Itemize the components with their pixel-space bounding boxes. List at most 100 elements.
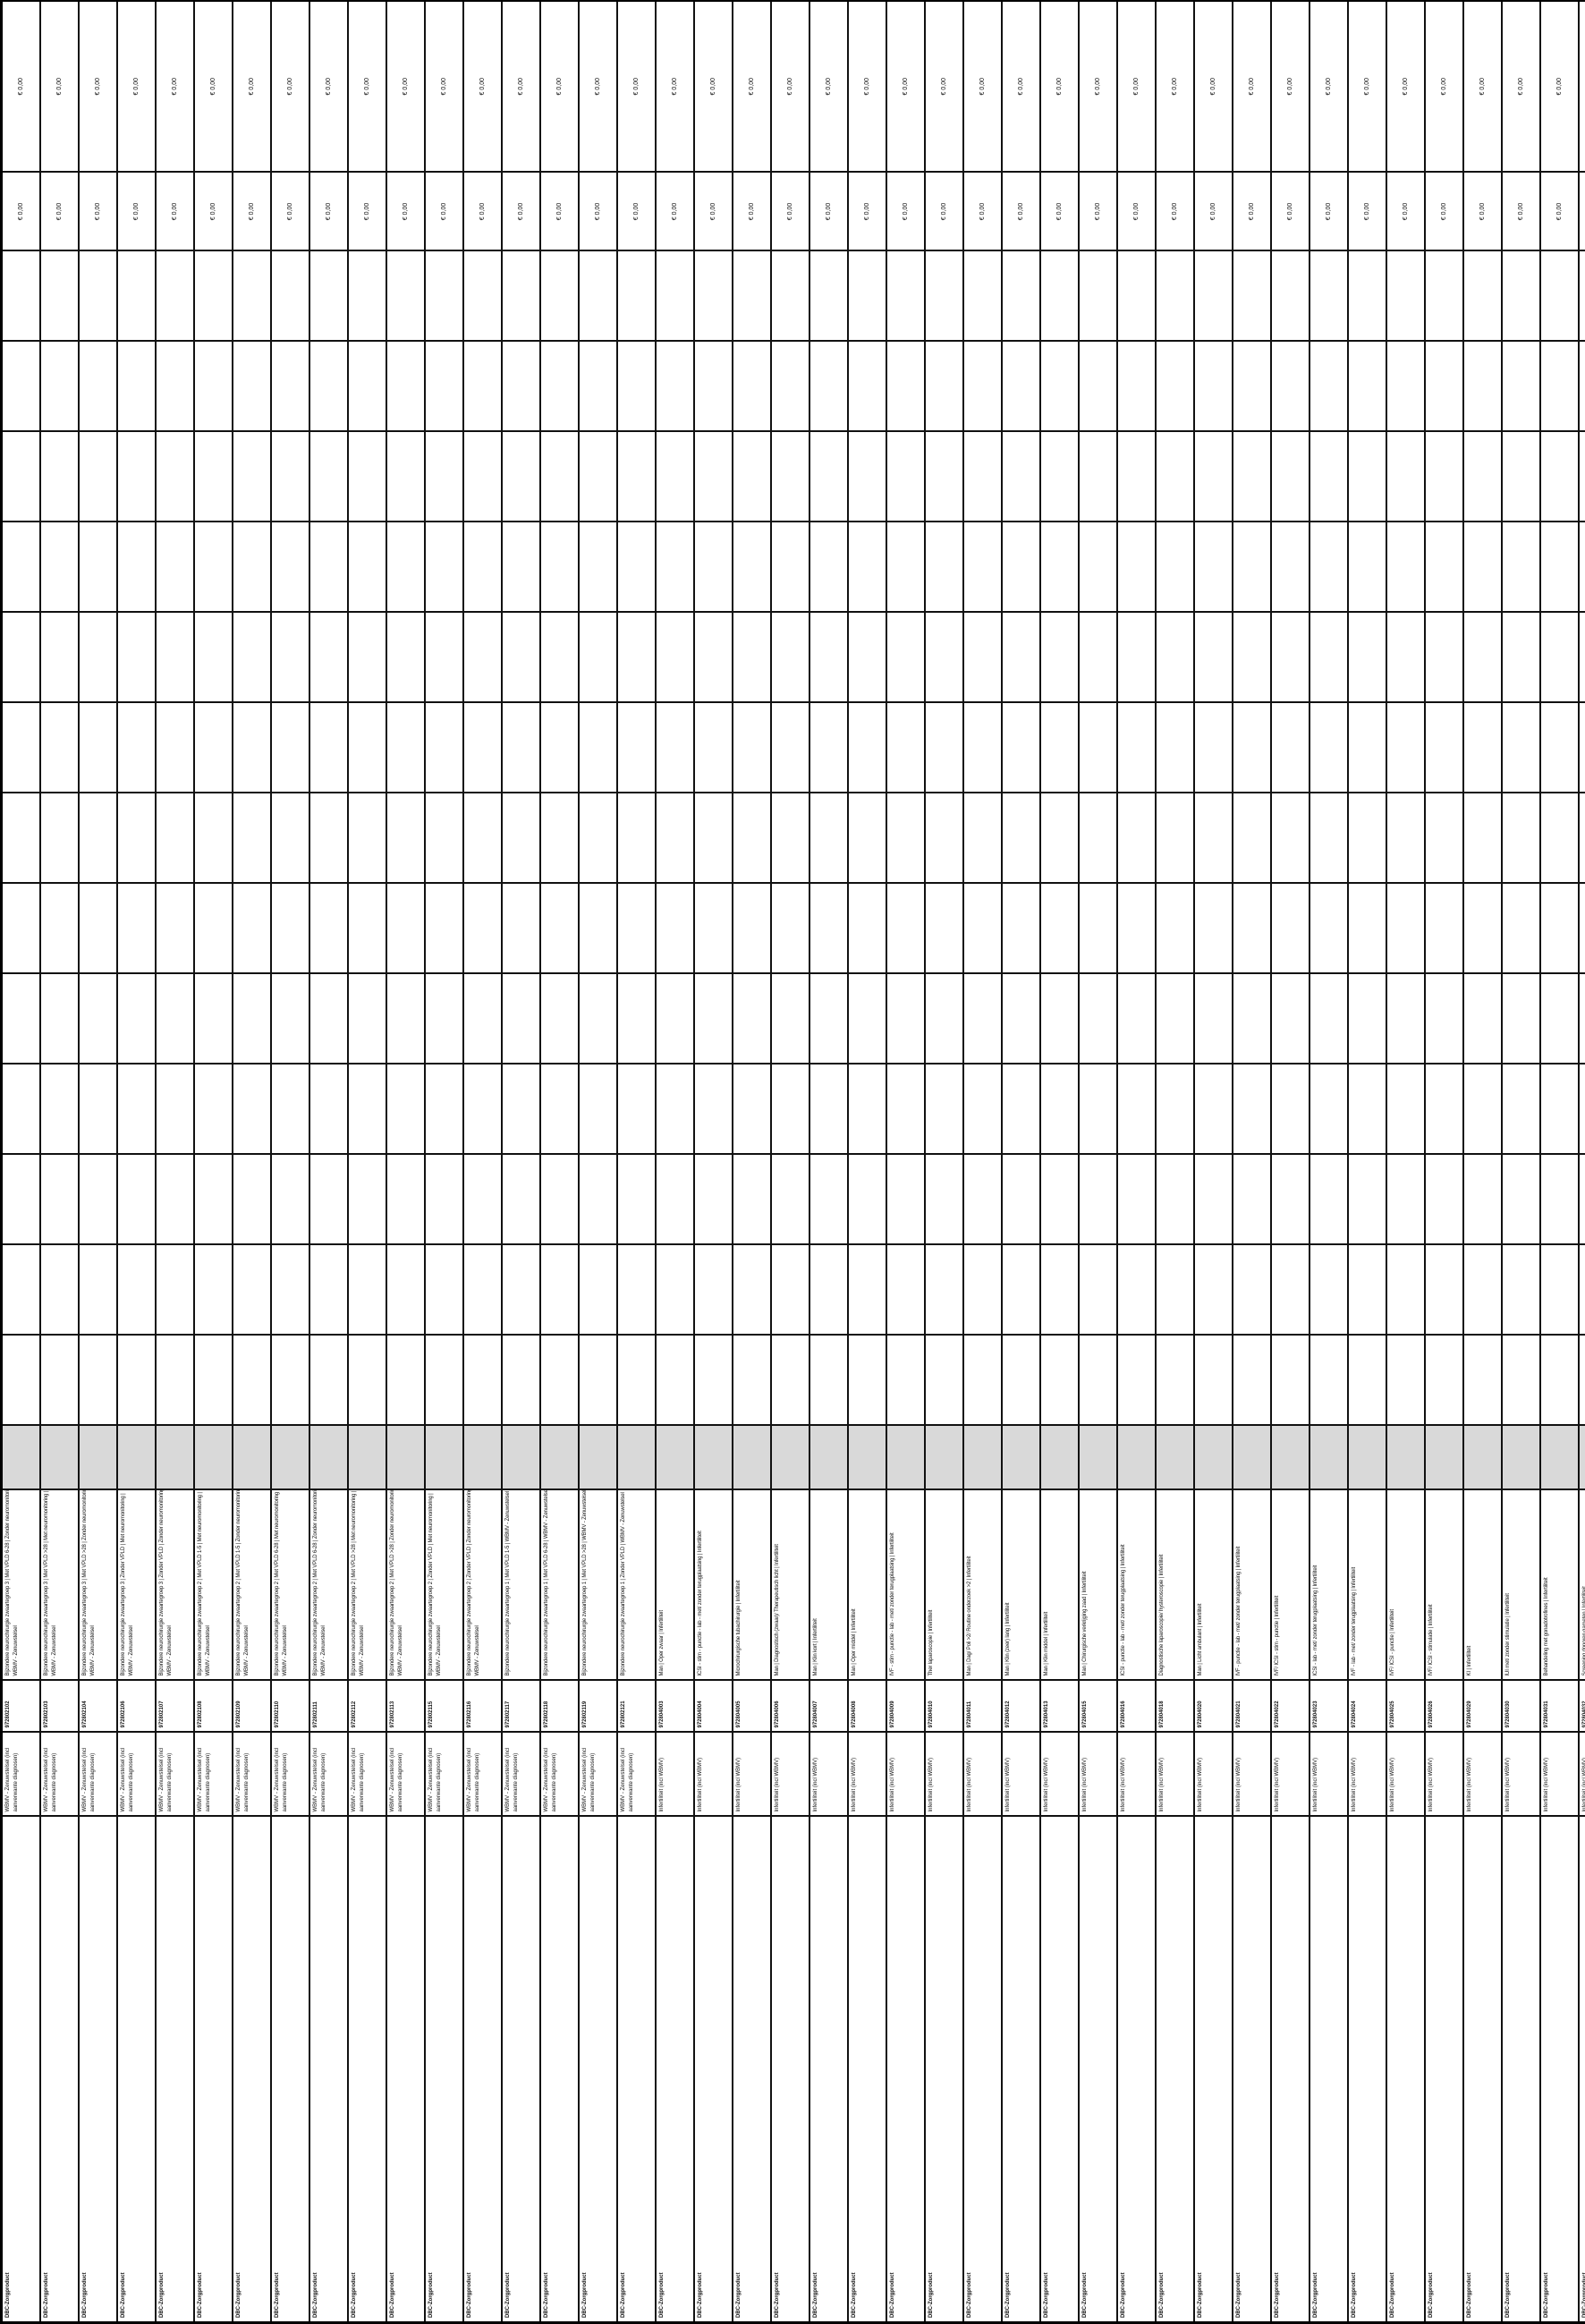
- price-value: € 0,00: [1172, 78, 1178, 96]
- description-cell: Bijzondere neurochirurgie zwaartegroep 2…: [271, 1489, 309, 1681]
- empty-cell: [1348, 1335, 1386, 1426]
- price-value: € 0,00: [1133, 78, 1140, 96]
- empty-cell: [1233, 883, 1271, 974]
- empty-cell: [1540, 1064, 1579, 1155]
- table-row: DBC-Zorgproduct WBMV - Zenuwstelsel (incl…: [40, 0, 79, 2323]
- price-cell: € 0,00: [848, 0, 886, 173]
- code-cell: 972804029: [1463, 1680, 1502, 1733]
- empty-cell: [40, 612, 79, 703]
- price-value: € 0,00: [518, 202, 524, 221]
- empty-cell: [1079, 612, 1117, 703]
- category-line: Infertiliteit (incl WBMV): [1390, 1757, 1395, 1812]
- price-value: € 0,00: [749, 78, 755, 96]
- empty-cell: [348, 250, 386, 342]
- price-value: € 0,00: [1479, 202, 1486, 221]
- empty-cell: [771, 702, 809, 793]
- product-type: DBC-Zorgproduct: [1082, 2272, 1088, 2318]
- description-line: IVF/ ICSI - stim - punctie | Infertilite…: [1275, 1595, 1280, 1676]
- product-type: DBC-Zorgproduct: [1005, 2272, 1011, 2318]
- empty-cell: [194, 341, 233, 432]
- description-line: IUI met/ zonder stimulatie | Infertilite…: [1505, 1593, 1511, 1676]
- price-cell: € 0,00: [694, 0, 733, 173]
- table-row: DBC-Zorgproduct WBMV - Zenuwstelsel (incl…: [156, 0, 194, 2323]
- price-value: € 0,00: [979, 202, 986, 221]
- category-cell: Infertiliteit (incl WBMV): [1156, 1732, 1194, 1817]
- empty-cell: [848, 973, 886, 1064]
- price-cell: € 0,00: [963, 0, 1002, 173]
- description-cell: IVF/ ICSI - punctie | Infertiliteit: [1386, 1489, 1425, 1681]
- description-cell: Man | Dag/ Poli >2/ Routine onderzoek >2…: [963, 1489, 1002, 1681]
- empty-cell: [1579, 702, 1585, 793]
- code-cell: 972802117: [502, 1680, 540, 1733]
- price-cell: € 0,00: [40, 0, 79, 173]
- empty-cell: [694, 1335, 733, 1426]
- empty-cell: [40, 1154, 79, 1245]
- price-cell: € 0,00: [1117, 172, 1156, 251]
- shaded-cell: [1425, 1425, 1463, 1490]
- product-code: 972802104: [82, 1701, 88, 1728]
- empty-cell: [1579, 793, 1585, 884]
- price-value: € 0,00: [826, 78, 832, 96]
- product-type: DBC-Zorgproduct: [352, 2272, 357, 2318]
- description-cell: Bijzondere neurochirurgie zwaartegroep 2…: [386, 1489, 425, 1681]
- empty-cell: [1, 1335, 40, 1426]
- empty-cell: [1233, 1154, 1271, 1245]
- table-row: DBC-Zorgproduct WBMV - Zenuwstelsel (incl…: [348, 0, 386, 2323]
- category-cell: Infertiliteit (incl WBMV): [1502, 1732, 1540, 1817]
- product-type-cell: DBC-Zorgproduct: [694, 1816, 733, 2323]
- empty-cell: [733, 522, 771, 613]
- price-value: € 0,00: [249, 202, 255, 221]
- empty-cell: [271, 1154, 309, 1245]
- empty-cell: [771, 883, 809, 974]
- empty-cell: [1, 612, 40, 703]
- product-code: 972802118: [544, 1701, 549, 1728]
- empty-cell: [1348, 793, 1386, 884]
- empty-cell: [79, 793, 117, 884]
- empty-cell: [540, 1244, 579, 1336]
- price-value: € 0,00: [710, 78, 716, 96]
- price-value: € 0,00: [1172, 202, 1178, 221]
- shaded-cell: [771, 1425, 809, 1490]
- description-cell: IUI met/ zonder stimulatie | Infertilite…: [1502, 1489, 1540, 1681]
- empty-cell: [271, 1064, 309, 1155]
- shaded-cell: [963, 1425, 1002, 1490]
- description-line: ICSI - lab - met/ zonder terugplaatsing …: [1313, 1565, 1318, 1676]
- price-cell: € 0,00: [1463, 0, 1502, 173]
- empty-cell: [1348, 883, 1386, 974]
- description-line: Bijzondere neurochirurgie zwaartegroep 3…: [44, 1490, 49, 1676]
- category-line: aanverwante diagnosen): [52, 1752, 57, 1812]
- price-cell: € 0,00: [1, 172, 40, 251]
- empty-cell: [386, 702, 425, 793]
- price-value: € 0,00: [1249, 202, 1255, 221]
- category-line: WBMV - Zenuwstelsel (incl: [428, 1747, 434, 1812]
- empty-cell: [309, 973, 348, 1064]
- empty-cell: [117, 793, 156, 884]
- description-line: Bijzondere neurochirurgie zwaartegroep 1…: [582, 1489, 588, 1676]
- shaded-cell: [156, 1425, 194, 1490]
- empty-cell: [502, 793, 540, 884]
- price-value: € 0,00: [326, 202, 332, 221]
- table-row: DBC-Zorgproduct Infertiliteit (incl WBMV)…: [656, 0, 694, 2323]
- empty-cell: [1002, 1244, 1040, 1336]
- empty-cell: [463, 612, 502, 703]
- empty-cell: [271, 431, 309, 522]
- empty-cell: [156, 250, 194, 342]
- empty-cell: [656, 883, 694, 974]
- empty-cell: [1271, 883, 1310, 974]
- price-value: € 0,00: [1556, 202, 1563, 221]
- empty-cell: [963, 612, 1002, 703]
- description-line: Diagnostische laparoscopie/ hysteroscopi…: [1159, 1554, 1165, 1676]
- description-cell: IVF/ ICSI - stimulatie | Infertiliteit: [1425, 1489, 1463, 1681]
- empty-cell: [1386, 431, 1425, 522]
- empty-cell: [656, 1154, 694, 1245]
- empty-cell: [309, 793, 348, 884]
- category-line: aanverwante diagnosen): [360, 1752, 365, 1812]
- empty-cell: [809, 250, 848, 342]
- empty-cell: [1002, 522, 1040, 613]
- empty-cell: [1156, 522, 1194, 613]
- table-row: DBC-Zorgproduct Infertiliteit (incl WBMV)…: [963, 0, 1002, 2323]
- product-type-cell: DBC-Zorgproduct: [809, 1816, 848, 2323]
- price-value: € 0,00: [95, 78, 101, 96]
- product-code: 972804013: [1044, 1701, 1049, 1728]
- empty-cell: [1117, 883, 1156, 974]
